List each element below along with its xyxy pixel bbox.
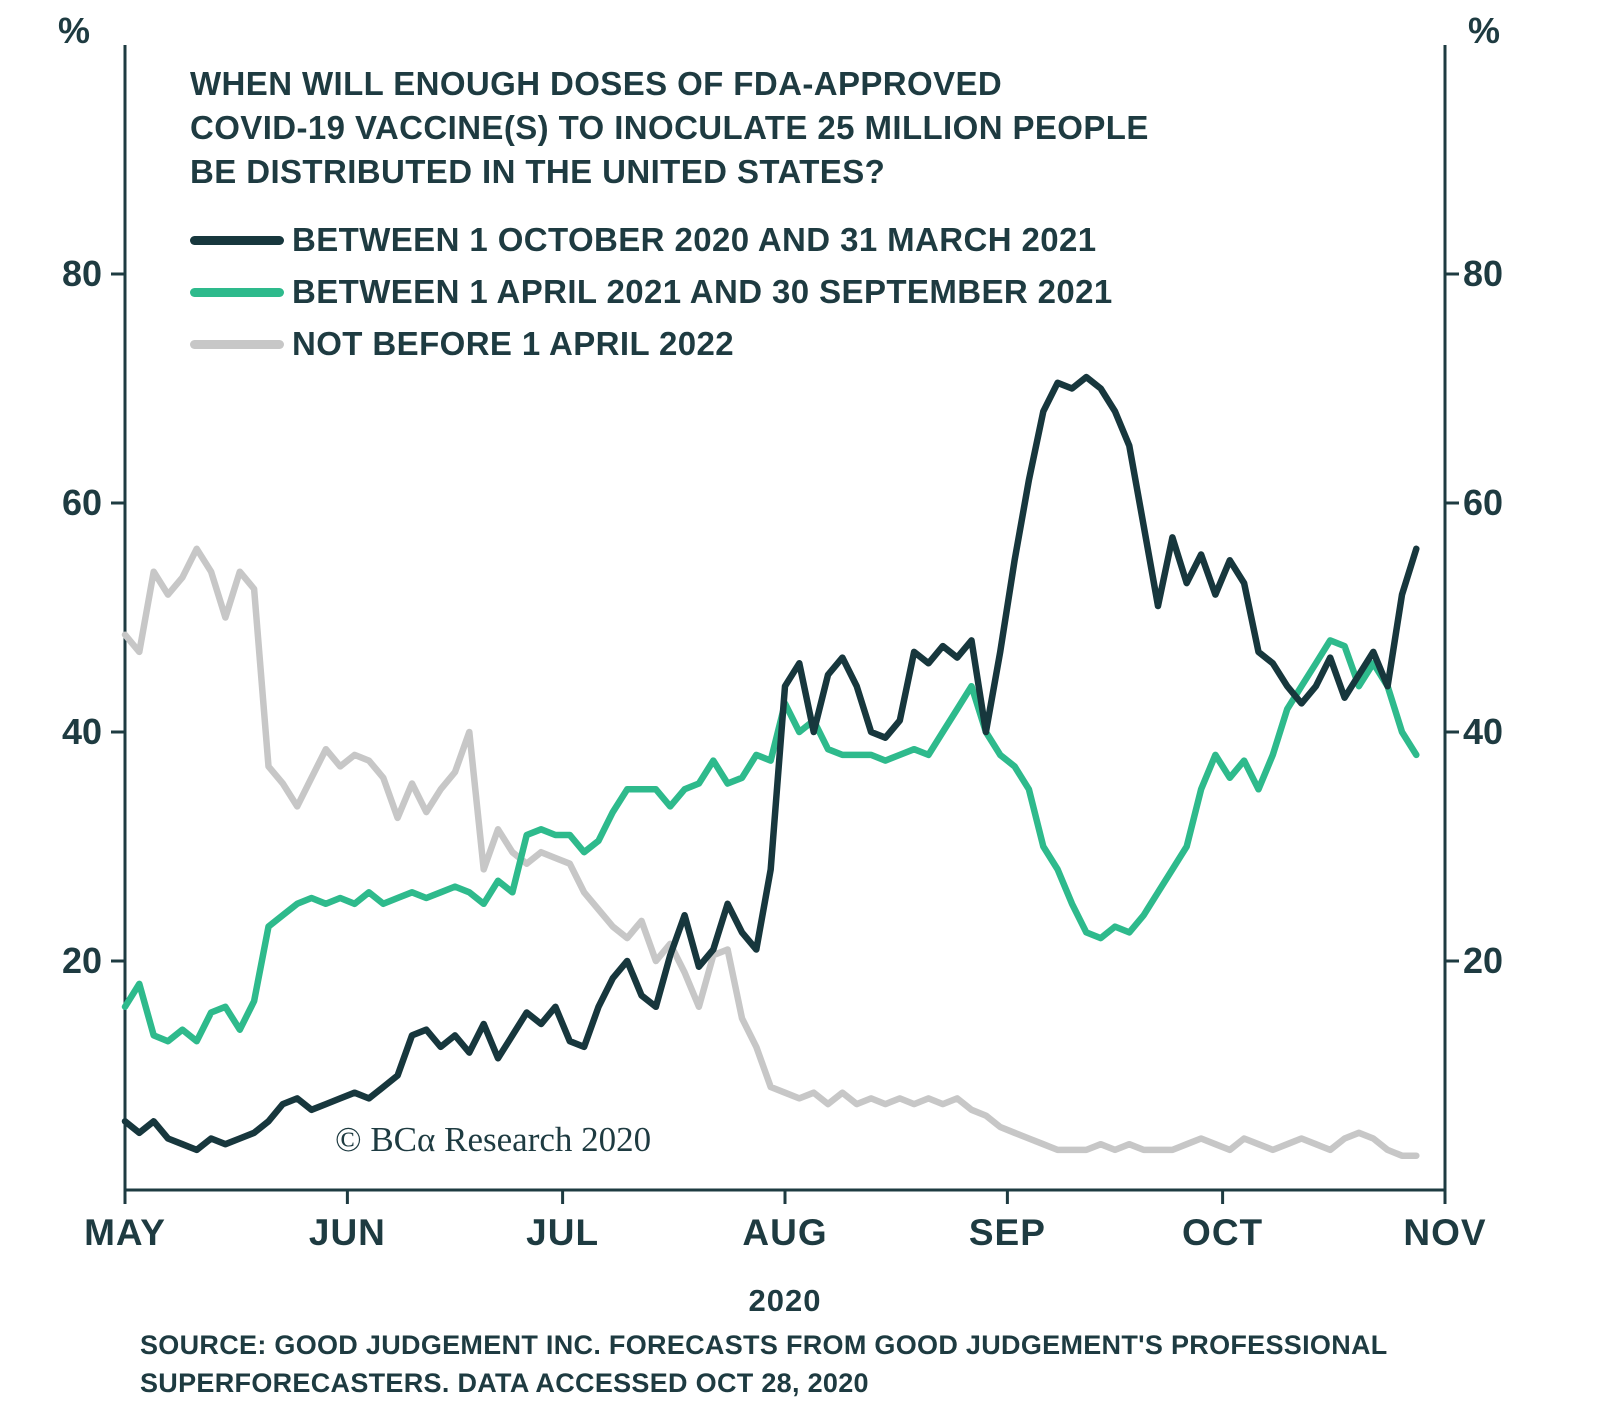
legend-label: NOT BEFORE 1 APRIL 2022 xyxy=(292,325,734,362)
x-tick-label-may: MAY xyxy=(84,1212,166,1253)
y-tick-label-right-80: 80 xyxy=(1463,253,1504,294)
chart-title-line-1: WHEN WILL ENOUGH DOSES OF FDA-APPROVED xyxy=(190,65,1003,102)
legend-item: BETWEEN 1 OCTOBER 2020 AND 31 MARCH 2021 xyxy=(190,214,1113,266)
x-tick-label-sep: SEP xyxy=(968,1212,1046,1253)
series-line-not-before-1-april-2022 xyxy=(121,545,1420,1159)
y-tick-label-left-60: 60 xyxy=(61,482,102,523)
x-tick-label-jul: JUL xyxy=(526,1212,600,1253)
y-tick-label-right-60: 60 xyxy=(1463,482,1504,523)
source-line-1: SOURCE: GOOD JUDGEMENT INC. FORECASTS FR… xyxy=(140,1330,1388,1360)
chart-legend: BETWEEN 1 OCTOBER 2020 AND 31 MARCH 2021… xyxy=(190,214,1113,370)
y-axis-unit-left: % xyxy=(58,10,91,51)
legend-item: NOT BEFORE 1 APRIL 2022 xyxy=(190,318,1113,370)
chart-title: WHEN WILL ENOUGH DOSES OF FDA-APPROVED C… xyxy=(190,62,1149,194)
y-tick-label-left-20: 20 xyxy=(61,940,102,981)
legend-label: BETWEEN 1 OCTOBER 2020 AND 31 MARCH 2021 xyxy=(292,221,1097,258)
x-axis-year-label: 2020 xyxy=(748,1283,822,1318)
y-tick-label-left-80: 80 xyxy=(61,253,102,294)
series-line-between-1-april-2021-and-30-september-2021 xyxy=(121,637,1420,1045)
x-tick-label-oct: OCT xyxy=(1182,1212,1264,1253)
source-note: SOURCE: GOOD JUDGEMENT INC. FORECASTS FR… xyxy=(140,1326,1388,1402)
y-tick-label-right-40: 40 xyxy=(1463,711,1504,752)
source-line-2: SUPERFORECASTERS. DATA ACCESSED OCT 28, … xyxy=(140,1368,869,1398)
legend-swatch-oct2020-mar2021 xyxy=(190,235,284,245)
legend-label: BETWEEN 1 APRIL 2021 AND 30 SEPTEMBER 20… xyxy=(292,273,1113,310)
legend-item: BETWEEN 1 APRIL 2021 AND 30 SEPTEMBER 20… xyxy=(190,266,1113,318)
y-tick-label-right-20: 20 xyxy=(1463,940,1504,981)
x-tick-label-jun: JUN xyxy=(308,1212,386,1253)
y-axis-unit-right: % xyxy=(1468,10,1501,51)
chart-title-line-3: BE DISTRIBUTED IN THE UNITED STATES? xyxy=(190,153,886,190)
chart-title-line-2: COVID-19 VACCINE(S) TO INOCULATE 25 MILL… xyxy=(190,109,1149,146)
y-tick-label-left-40: 40 xyxy=(61,711,102,752)
x-tick-label-aug: AUG xyxy=(742,1212,828,1253)
series-line-between-1-october-2020-and-31-march-2021 xyxy=(121,373,1420,1154)
x-tick-label-nov: NOV xyxy=(1403,1212,1487,1253)
legend-swatch-not-before-apr2022 xyxy=(190,339,284,349)
watermark: © BCα Research 2020 xyxy=(335,1120,652,1159)
legend-swatch-apr2021-sep2021 xyxy=(190,287,284,297)
